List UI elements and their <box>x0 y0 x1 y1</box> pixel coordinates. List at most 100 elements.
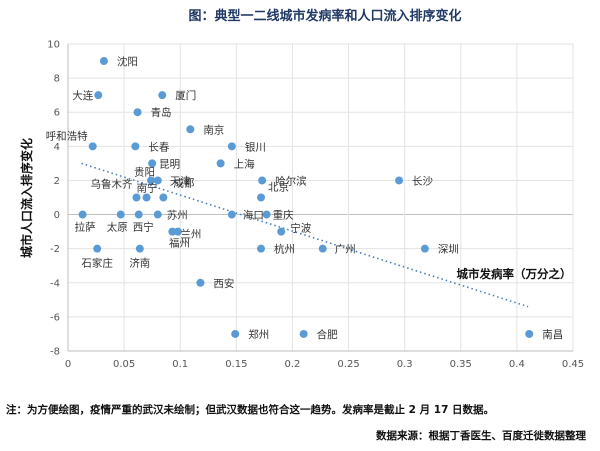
point-label: 长春 <box>148 141 169 153</box>
y-tick-label: -4 <box>50 278 60 289</box>
y-tick-label: 6 <box>54 108 60 119</box>
y-tick-label: -8 <box>50 347 60 358</box>
point-label: 成都 <box>173 178 194 190</box>
axes <box>67 44 573 352</box>
data-point <box>135 244 144 253</box>
y-tick-label: 8 <box>54 74 60 85</box>
data-point <box>99 57 108 66</box>
x-tick-label: 0.05 <box>113 359 135 370</box>
data-point <box>420 244 429 253</box>
data-point <box>158 91 167 100</box>
point-label: 海口 <box>243 209 264 222</box>
point-label: 郑州 <box>248 328 269 341</box>
point-label: 昆明 <box>159 158 180 170</box>
point-label: 上海 <box>234 157 255 170</box>
data-point <box>257 193 266 202</box>
y-tick-label: 2 <box>54 176 60 187</box>
data-point <box>116 210 125 219</box>
y-tick-label: 4 <box>54 142 60 153</box>
y-tick-label: -6 <box>50 312 60 323</box>
point-label: 长沙 <box>412 175 433 187</box>
point-label: 青岛 <box>151 106 172 119</box>
x-tick-label: 0.25 <box>337 359 359 370</box>
data-point <box>525 329 534 338</box>
x-tick-label: 0.45 <box>562 359 584 370</box>
x-axis-label: 城市发病率（万分之） <box>457 267 572 281</box>
point-label: 呼和浩特 <box>46 130 88 142</box>
point-label: 宁波 <box>290 222 311 235</box>
point-label: 沈阳 <box>117 55 138 68</box>
data-point <box>142 193 151 202</box>
x-tick-label: 0.3 <box>397 359 413 370</box>
data-point <box>299 329 308 338</box>
data-point <box>148 159 157 168</box>
y-tick-label: 10 <box>47 40 60 51</box>
trendline <box>81 162 529 308</box>
point-label: 深圳 <box>438 244 459 256</box>
x-tick-label: 0.4 <box>509 359 525 370</box>
data-point <box>173 227 182 236</box>
scatter-chart: 图：典型一二线城市发病率和人口流入排序变化 -8 -6 -4 -2 0 2 4 6 8 10 0 0.… <box>19 8 584 371</box>
point-label: 银川 <box>245 140 266 153</box>
x-tick-label: 0.2 <box>284 359 300 370</box>
data-point <box>227 210 236 219</box>
footnote: 注：为方便绘图，疫情严重的武汉未绘制；但武汉数据也符合这一趋势。发病率是截止 2… <box>6 404 495 416</box>
point-label: 乌鲁木齐 <box>90 178 132 191</box>
data-point <box>168 227 177 236</box>
data-point <box>231 329 240 338</box>
data-source: 数据来源：根据丁香医生、百度迁徙数据整理 <box>376 430 586 442</box>
point-label: 重庆 <box>273 209 294 222</box>
point-label: 南宁 <box>137 182 158 195</box>
point-label: 厦门 <box>175 89 196 102</box>
point-label: 西安 <box>213 277 234 290</box>
data-point <box>216 159 225 168</box>
data-point <box>186 125 195 134</box>
data-point <box>94 91 103 100</box>
point-label: 太原 <box>107 221 128 234</box>
point-label: 苏州 <box>167 209 188 222</box>
tick-labels: -8 -6 -4 -2 0 2 4 6 8 10 0 0.05 0.1 0.15 0.2 0.25 0.3 0.3… <box>47 40 584 371</box>
x-tick-label: 0.35 <box>450 359 472 370</box>
data-point <box>88 142 97 151</box>
data-point <box>133 108 142 117</box>
data-point <box>395 176 404 185</box>
data-point <box>159 193 168 202</box>
x-tick-label: 0 <box>65 359 71 370</box>
point-label: 南京 <box>203 123 224 136</box>
data-point <box>132 193 141 202</box>
data-points <box>78 57 534 338</box>
x-tick-label: 0.15 <box>225 359 247 370</box>
point-label: 西宁 <box>133 221 154 234</box>
y-tick-label: -2 <box>50 244 60 255</box>
point-label: 合肥 <box>317 328 338 341</box>
point-label: 大连 <box>72 89 93 102</box>
point-label: 福州 <box>169 237 190 250</box>
data-point <box>196 278 205 287</box>
data-point <box>262 210 271 219</box>
point-label: 广州 <box>335 244 356 256</box>
y-tick-label: 0 <box>54 210 60 221</box>
point-label: 拉萨 <box>75 221 96 234</box>
point-label: 济南 <box>129 257 150 270</box>
data-point <box>277 227 286 236</box>
data-point <box>134 210 143 219</box>
x-tick-label: 0.1 <box>172 359 188 370</box>
data-point <box>93 244 102 253</box>
point-label: 南昌 <box>542 328 563 341</box>
point-label: 北京 <box>268 181 289 194</box>
point-label: 石家庄 <box>81 257 113 270</box>
y-axis-label: 城市人口流入排序变化 <box>19 138 34 258</box>
chart-title: 图：典型一二线城市发病率和人口流入排序变化 <box>188 8 461 24</box>
data-point <box>131 142 140 151</box>
data-point <box>78 210 87 219</box>
point-label: 杭州 <box>274 243 295 256</box>
data-point <box>153 176 162 185</box>
data-point <box>147 176 156 185</box>
data-point <box>258 176 267 185</box>
point-label: 天津 <box>170 175 191 187</box>
point-label: 兰州 <box>180 228 201 241</box>
data-point <box>318 244 327 253</box>
data-point <box>227 142 236 151</box>
data-point <box>153 210 162 219</box>
